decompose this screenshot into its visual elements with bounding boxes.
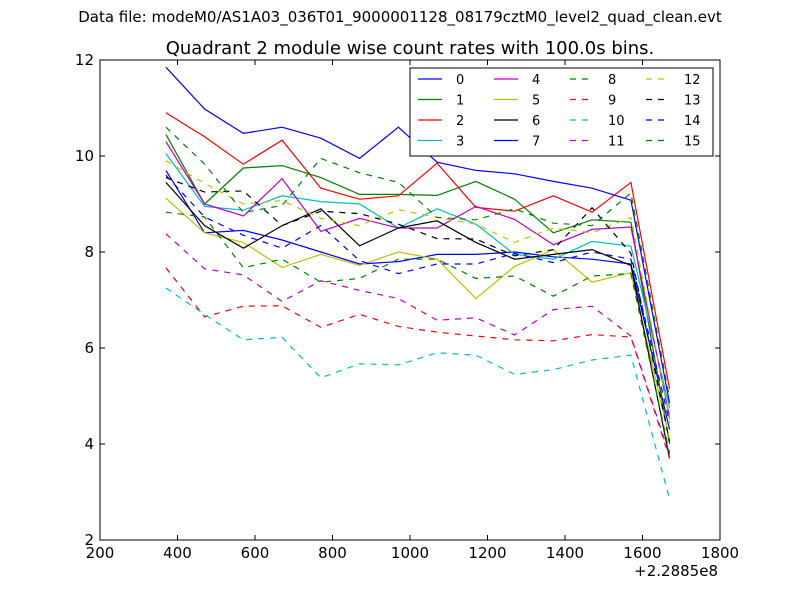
x-tick-label: 600 xyxy=(241,544,270,562)
x-tick-label: 800 xyxy=(318,544,347,562)
legend-label-14: 14 xyxy=(684,114,701,129)
y-tick-label: 12 xyxy=(75,51,94,69)
legend-label-1: 1 xyxy=(456,94,464,109)
file-title: Data file: modeM0/AS1A03_036T01_90000011… xyxy=(78,8,722,26)
series-line-3 xyxy=(165,153,671,409)
series-line-8 xyxy=(165,211,671,454)
chart-title: Quadrant 2 module wise count rates with … xyxy=(166,38,655,59)
legend-label-6: 6 xyxy=(532,114,540,129)
legend-label-2: 2 xyxy=(456,114,464,129)
series-line-13 xyxy=(165,177,671,442)
x-tick-label: 1000 xyxy=(391,544,429,562)
legend-label-8: 8 xyxy=(608,73,616,88)
y-tick-label: 2 xyxy=(84,531,94,549)
x-tick-label: 1600 xyxy=(623,544,661,562)
legend-label-4: 4 xyxy=(532,73,540,88)
series-line-1 xyxy=(165,134,671,445)
legend-label-3: 3 xyxy=(456,135,464,150)
series-line-10 xyxy=(165,287,671,500)
legend-label-12: 12 xyxy=(684,73,701,88)
x-offset-label: +2.2885e8 xyxy=(634,562,718,580)
series-line-2 xyxy=(165,112,671,389)
series-line-6 xyxy=(165,181,671,459)
legend-label-15: 15 xyxy=(684,135,701,150)
x-tick-label: 1400 xyxy=(546,544,584,562)
plot-area xyxy=(165,66,671,500)
legend-label-0: 0 xyxy=(456,73,464,88)
legend-box xyxy=(409,67,714,157)
x-tick-label: 1200 xyxy=(468,544,506,562)
series-line-11 xyxy=(165,233,671,457)
legend-label-7: 7 xyxy=(532,135,540,150)
y-tick-label: 8 xyxy=(84,243,94,261)
y-tick-label: 10 xyxy=(75,147,94,165)
x-tick-label: 200 xyxy=(86,544,115,562)
series-line-14 xyxy=(165,174,671,423)
series-line-0 xyxy=(165,170,671,430)
x-tick-label: 1800 xyxy=(701,544,739,562)
legend-label-13: 13 xyxy=(684,94,701,109)
y-tick-label: 4 xyxy=(84,435,94,453)
series-line-5 xyxy=(165,197,671,440)
legend-label-9: 9 xyxy=(608,94,616,109)
legend-label-11: 11 xyxy=(608,135,625,150)
legend-label-5: 5 xyxy=(532,94,540,109)
y-tick-label: 6 xyxy=(84,339,94,357)
series-line-9 xyxy=(165,267,671,459)
x-tick-label: 400 xyxy=(163,544,192,562)
series-line-4 xyxy=(165,141,671,418)
series-line-15 xyxy=(165,126,671,399)
series-line-12 xyxy=(165,160,671,421)
legend-label-10: 10 xyxy=(608,114,625,129)
